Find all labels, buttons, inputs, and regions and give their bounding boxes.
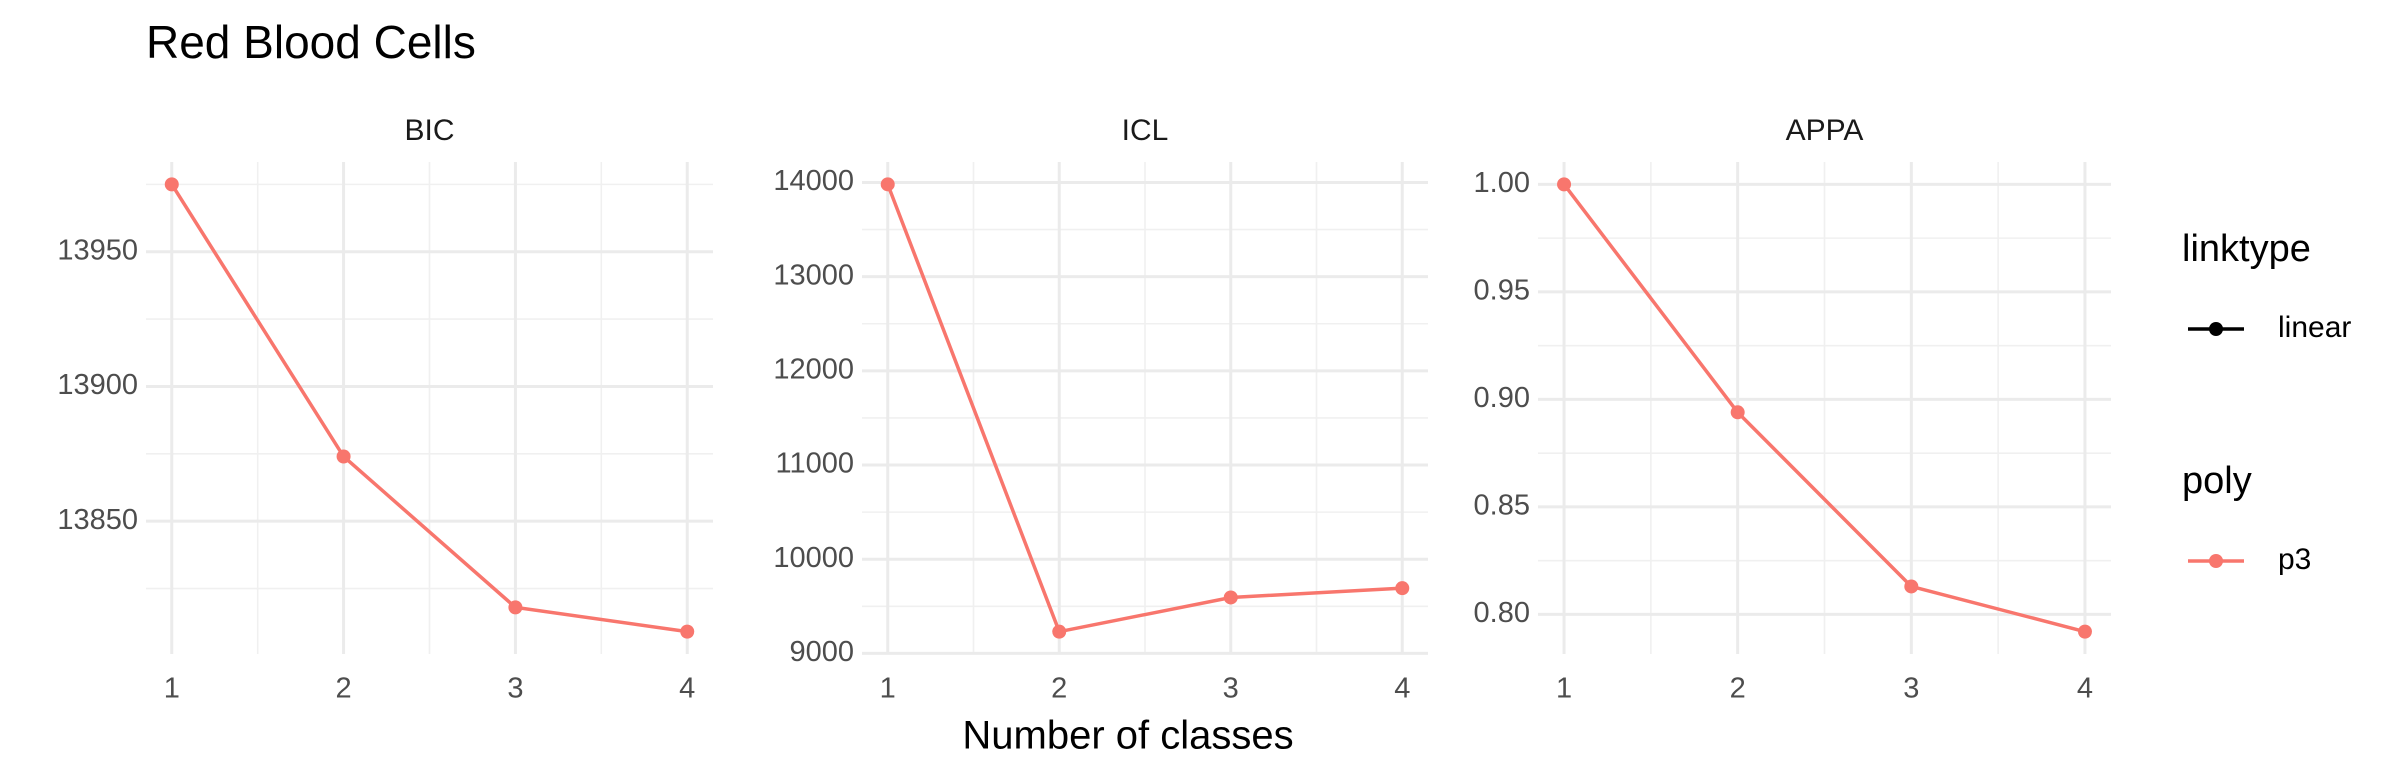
x-tick-label: 1 [1556, 673, 1572, 705]
y-tick-label: 0.95 [1474, 275, 1530, 307]
data-point [680, 624, 695, 639]
data-point [2077, 624, 2092, 639]
x-axis-title: Number of classes [962, 714, 1293, 758]
x-tick-label: 2 [1730, 673, 1746, 705]
x-tick-label: 3 [507, 673, 523, 705]
y-tick-label: 13000 [773, 259, 854, 291]
legend-title: poly [2182, 460, 2252, 502]
legend-key-point [2209, 322, 2223, 336]
y-tick-label: 13950 [57, 234, 138, 266]
x-tick-label: 3 [1223, 673, 1239, 705]
data-point [336, 449, 351, 464]
y-tick-label: 1.00 [1474, 167, 1530, 199]
y-tick-label: 11000 [776, 448, 855, 480]
strip-label: BIC [404, 114, 454, 147]
y-tick-label: 9000 [789, 636, 854, 668]
y-tick-label: 12000 [773, 353, 854, 385]
series-line [1562, 183, 2086, 634]
y-tick-label: 10000 [773, 542, 854, 574]
legend-title: linktype [2182, 228, 2311, 270]
y-tick-label: 14000 [773, 165, 854, 197]
x-tick-label: 1 [880, 673, 896, 705]
legend-key-point [2209, 554, 2223, 568]
data-point [164, 177, 179, 192]
y-tick-label: 13850 [57, 504, 138, 536]
data-point [1730, 405, 1745, 420]
x-tick-label: 4 [1394, 673, 1410, 705]
data-point [1052, 624, 1067, 639]
data-point [1395, 581, 1410, 596]
x-tick-label: 3 [1903, 673, 1919, 705]
y-tick-label: 0.85 [1474, 490, 1530, 522]
x-tick-label: 4 [2077, 673, 2093, 705]
x-tick-label: 2 [336, 673, 352, 705]
data-point [1557, 177, 1572, 192]
x-tick-label: 4 [679, 673, 695, 705]
legend-item: linear [2278, 311, 2351, 344]
x-tick-label: 2 [1051, 673, 1067, 705]
data-point [880, 177, 895, 192]
series-line [170, 183, 688, 634]
strip-label: ICL [1122, 114, 1169, 147]
strip-label: APPA [1786, 114, 1864, 147]
x-tick-label: 1 [164, 673, 180, 705]
y-tick-label: 0.90 [1474, 382, 1530, 414]
y-tick-label: 13900 [57, 369, 138, 401]
series-line [886, 183, 1403, 634]
data-point [1223, 590, 1238, 605]
data-point [508, 600, 523, 615]
y-tick-label: 0.80 [1474, 597, 1530, 629]
data-point [1904, 579, 1919, 594]
chart-title: Red Blood Cells [146, 16, 476, 68]
legend-item: p3 [2278, 543, 2311, 576]
